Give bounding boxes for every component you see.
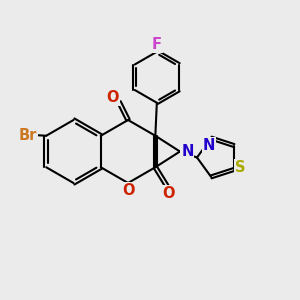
Text: O: O: [163, 186, 175, 201]
Text: O: O: [106, 90, 119, 105]
Text: F: F: [152, 37, 162, 52]
Text: N: N: [203, 138, 215, 153]
Text: Br: Br: [18, 128, 37, 143]
Text: S: S: [235, 160, 246, 175]
Text: Br: Br: [17, 127, 36, 142]
Text: O: O: [122, 183, 135, 198]
Text: N: N: [181, 144, 194, 159]
